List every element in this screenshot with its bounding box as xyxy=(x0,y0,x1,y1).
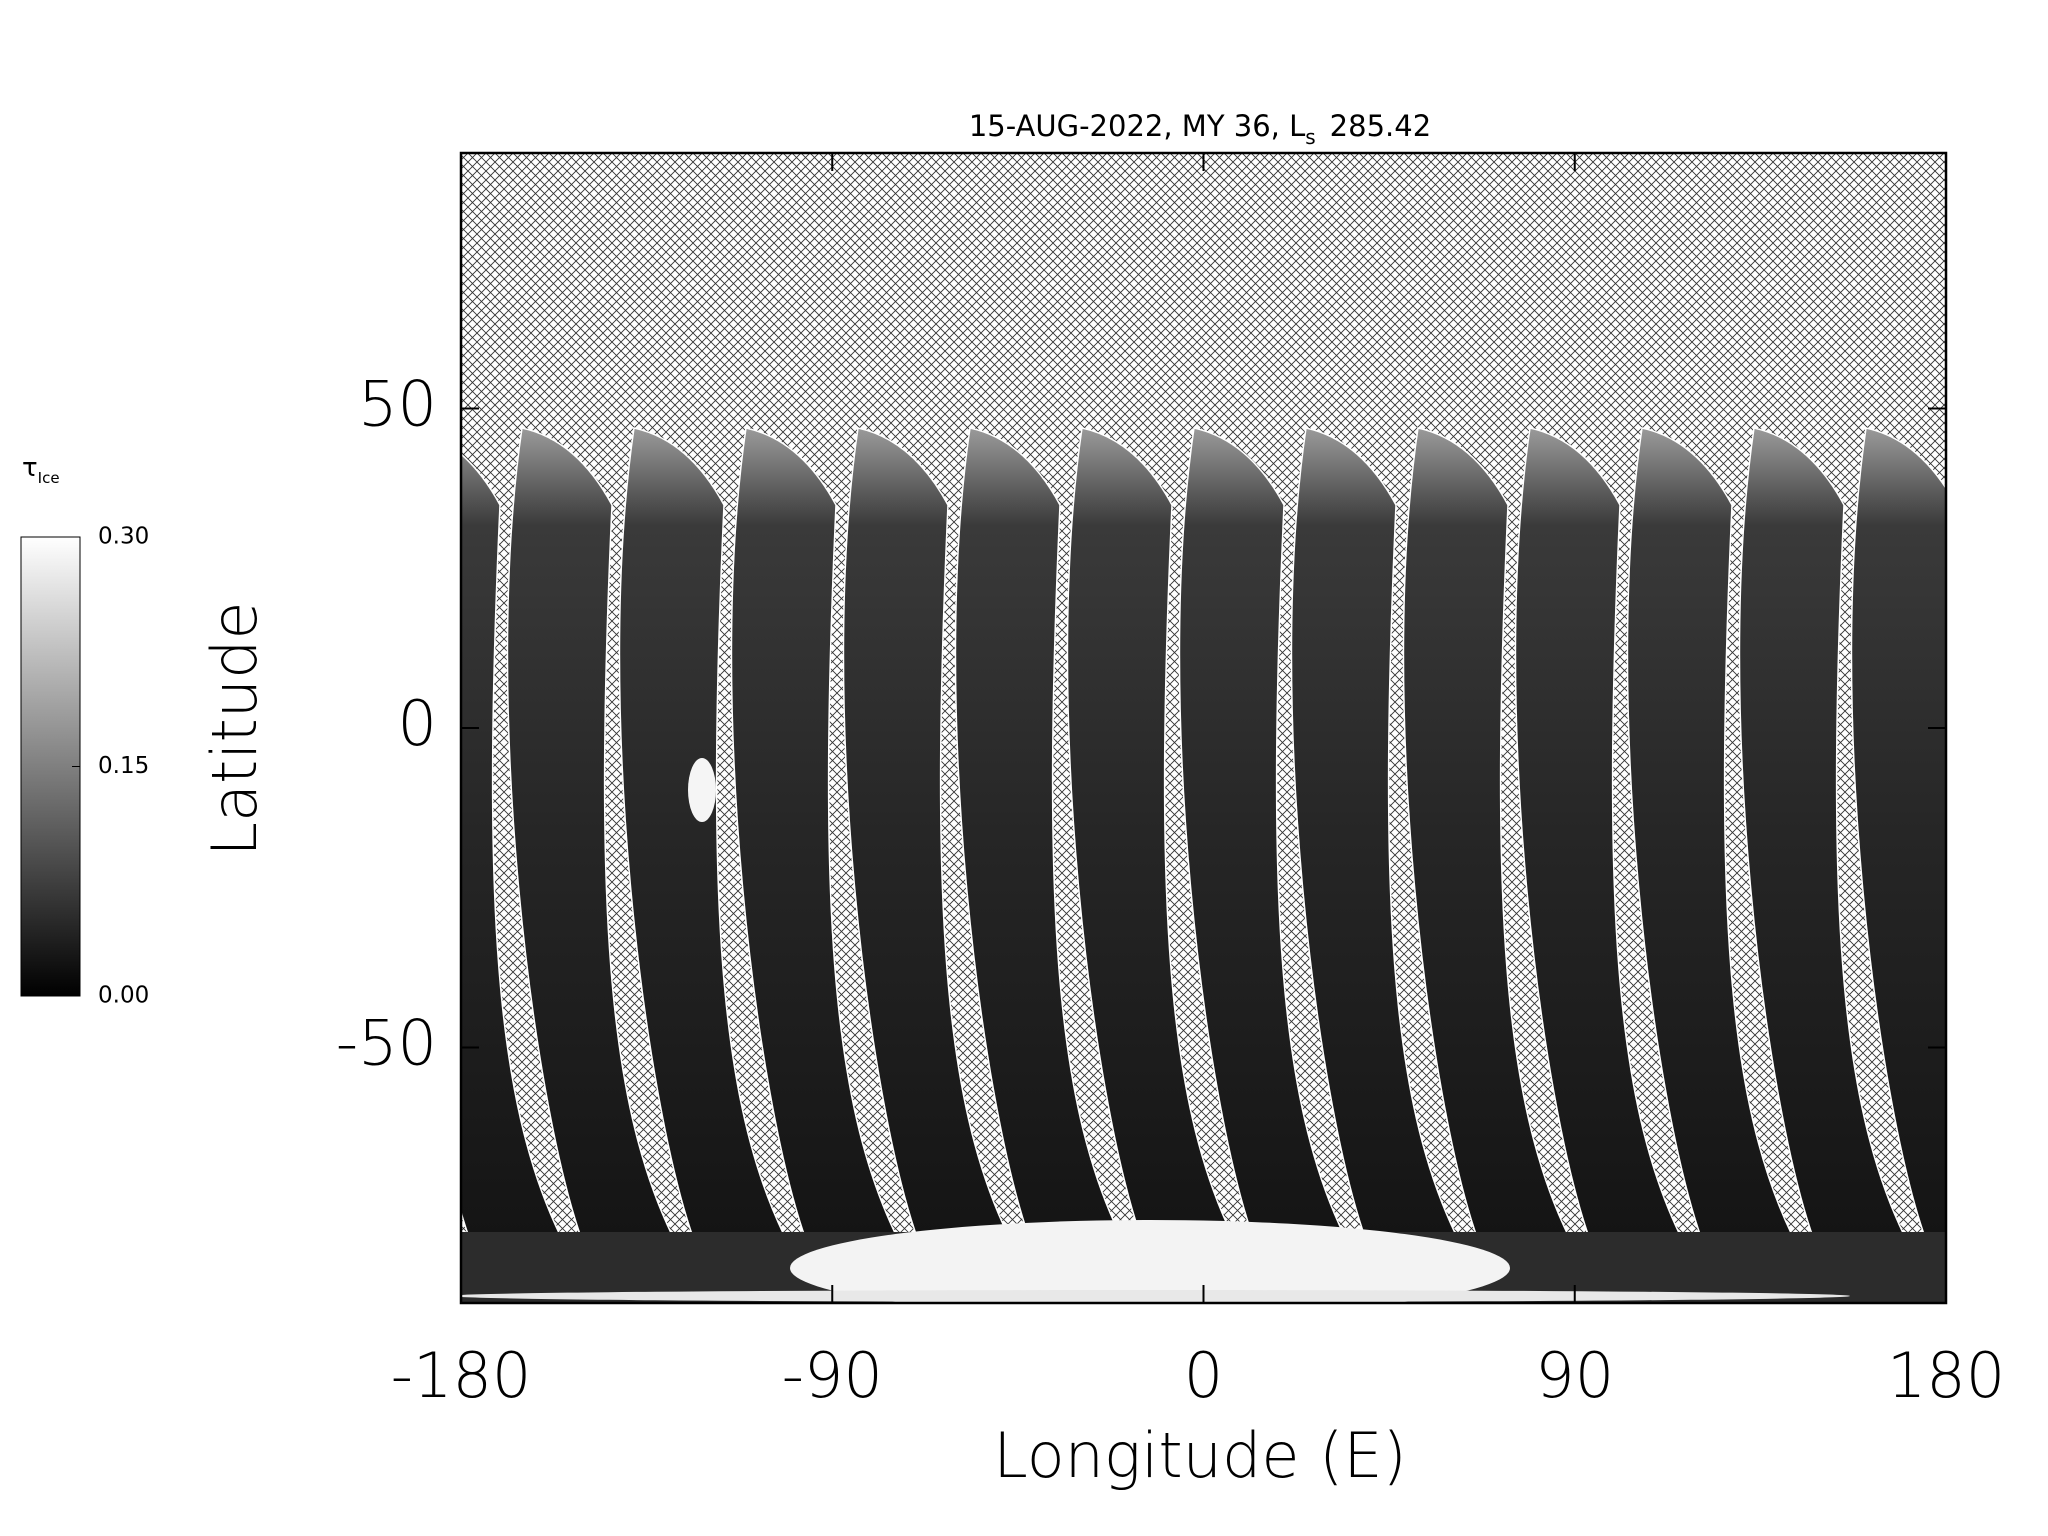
colorbar-symbol: τ xyxy=(22,453,38,483)
title-main: 15-AUG-2022, MY 36, L xyxy=(969,109,1305,143)
colorbar-subscript: Ice xyxy=(38,469,60,487)
swath xyxy=(506,427,674,1241)
x-axis-title: Longitude (E) xyxy=(993,1419,1406,1492)
swath xyxy=(954,427,1122,1241)
title-subscript: s xyxy=(1305,125,1315,149)
x-tick-label: -90 xyxy=(782,1339,883,1412)
y-tick-label: 50 xyxy=(358,368,437,441)
y-axis-title: Latitude xyxy=(198,601,271,856)
colorbar-tick-label: 0.30 xyxy=(98,524,149,550)
polar-ice-cloud xyxy=(790,1220,1510,1303)
title-suffix: 285.42 xyxy=(1330,109,1431,143)
x-tick-label: 180 xyxy=(1887,1339,2005,1412)
swath xyxy=(730,427,898,1241)
cloud-patch xyxy=(688,758,716,822)
swath xyxy=(1178,427,1346,1241)
chart-title: 15-AUG-2022, MY 36, Ls 285.42 xyxy=(969,109,1431,149)
swath xyxy=(1402,427,1570,1241)
colorbar-tick-label: 0.00 xyxy=(98,983,149,1009)
swath xyxy=(1514,427,1682,1241)
colorbar-tick-label: 0.15 xyxy=(98,753,149,779)
swath xyxy=(618,427,786,1241)
polar-ice-cloud xyxy=(461,1290,1850,1302)
x-tick-label: 90 xyxy=(1535,1339,1614,1412)
y-tick-label: -50 xyxy=(336,1006,437,1079)
swath xyxy=(1963,428,2048,1240)
swath xyxy=(1066,427,1234,1241)
colorbar-title: τIce xyxy=(22,453,60,487)
swath xyxy=(1626,427,1794,1241)
x-tick-label: -180 xyxy=(391,1339,532,1412)
y-tick-label: 0 xyxy=(398,687,437,760)
x-tick-label: 0 xyxy=(1184,1339,1223,1412)
swath xyxy=(1290,427,1458,1241)
swath xyxy=(1850,427,1946,1241)
swath xyxy=(461,453,562,1241)
colorbar xyxy=(20,536,81,997)
swath xyxy=(842,427,1010,1241)
plot-area xyxy=(461,153,2048,1303)
swath xyxy=(1738,427,1906,1241)
